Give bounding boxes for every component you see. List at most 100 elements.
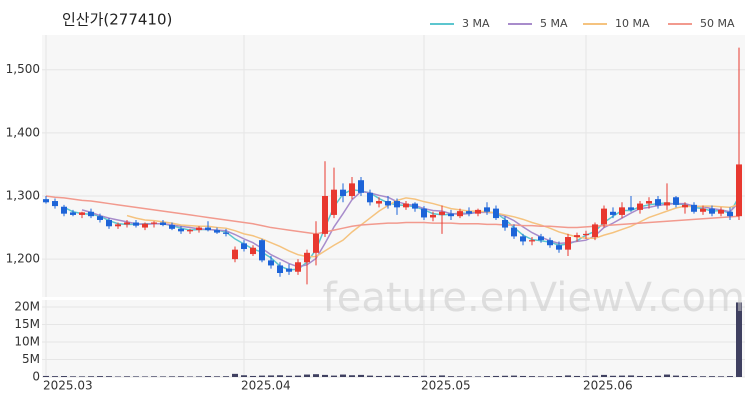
legend-label: 5 MA [540, 17, 568, 30]
volume-bar [439, 375, 445, 377]
candle-body [223, 232, 229, 234]
candle-body [232, 249, 238, 260]
volume-bar [133, 376, 139, 377]
volume-bar [115, 376, 121, 377]
volume-bar [241, 375, 247, 377]
volume-bar [538, 376, 544, 377]
candle-body [682, 204, 688, 208]
volume-bar [286, 375, 292, 377]
volume-bar [700, 376, 706, 377]
candle-body [70, 212, 76, 215]
volume-bar [367, 375, 373, 377]
volume-bar [106, 376, 112, 377]
volume-bar [547, 376, 553, 377]
candle-body [637, 203, 643, 210]
volume-bar [727, 376, 733, 377]
volume-bar [214, 376, 220, 377]
volume-bar [412, 376, 418, 377]
volume-bar [619, 375, 625, 377]
volume-bar [79, 376, 85, 377]
candle-body [538, 236, 544, 241]
volume-bar [628, 375, 634, 377]
candle-body [385, 201, 391, 206]
candle-body [367, 192, 373, 203]
candle-body [97, 216, 103, 220]
candle-body [565, 237, 571, 250]
candle-body [358, 180, 364, 193]
volume-bar [313, 374, 319, 377]
candle-body [430, 214, 436, 218]
volume-bar [349, 375, 355, 377]
volume-bar [682, 375, 688, 377]
volume-bar [97, 376, 103, 377]
volume-bar [259, 375, 265, 377]
volume-bar [43, 375, 49, 377]
candle-body [511, 227, 517, 237]
volume-bar [196, 376, 202, 377]
volume-bar [529, 376, 535, 377]
volume-bar [268, 375, 274, 377]
candle-body [214, 230, 220, 233]
candle-body [547, 240, 553, 246]
volume-tick-label: 10M [14, 335, 40, 349]
candle-body [160, 222, 166, 226]
candle-body [484, 207, 490, 212]
x-tick-label: 2025.03 [43, 379, 93, 393]
volume-tick-label: 20M [14, 300, 40, 314]
candle-body [178, 228, 184, 232]
candle-body [601, 208, 607, 225]
grid: 1,200 1,300 1,400 1,500 0 5M 10M 15M 20M 2025.03 2… [6, 35, 745, 393]
candle-body [574, 235, 580, 238]
candle-body [322, 195, 328, 234]
volume-bar [448, 376, 454, 377]
chart-title: 인산가(277410) [62, 11, 172, 29]
candle-body [439, 211, 445, 215]
candle-body [376, 201, 382, 204]
candle-body [493, 208, 499, 219]
volume-bar [304, 374, 310, 377]
watermark: feature.enViewV.com [323, 275, 745, 321]
volume-bar [178, 376, 184, 377]
volume-bar [664, 374, 670, 377]
candle-body [700, 208, 706, 212]
y-tick-label: 1,400 [6, 125, 40, 139]
volume-bar [646, 376, 652, 377]
candle-body [529, 240, 535, 242]
candle-body [475, 209, 481, 214]
candle-body [349, 183, 355, 196]
volume-bar [322, 374, 328, 377]
candle-body [664, 202, 670, 206]
candle-body [88, 211, 94, 217]
legend-label: 50 MA [700, 17, 735, 30]
volume-bar [601, 374, 607, 377]
volume-bar [592, 375, 598, 377]
candle-body [277, 265, 283, 274]
candle-body [52, 201, 58, 207]
candle-body [718, 209, 724, 214]
candle-body [619, 207, 625, 215]
volume-bar [457, 376, 463, 377]
volume-bar [223, 376, 229, 377]
ma-line [81, 190, 740, 268]
candle-body [124, 222, 130, 225]
volume-bar [124, 376, 130, 377]
ma-line [63, 188, 740, 271]
volume-bar [484, 376, 490, 377]
candle-body [727, 211, 733, 217]
candle-body [106, 219, 112, 227]
candle-body [79, 212, 85, 215]
candle-body [133, 222, 139, 226]
volume-bar [160, 376, 166, 377]
candle-body [556, 245, 562, 250]
volume-bar [691, 376, 697, 377]
candle-body [457, 211, 463, 217]
volume-bar [493, 375, 499, 377]
marks [43, 47, 742, 377]
candle-body [610, 211, 616, 215]
candle-body [736, 164, 742, 217]
volume-bar [421, 375, 427, 377]
volume-bar [394, 375, 400, 377]
candle-body [331, 189, 337, 215]
volume-bar [205, 376, 211, 377]
